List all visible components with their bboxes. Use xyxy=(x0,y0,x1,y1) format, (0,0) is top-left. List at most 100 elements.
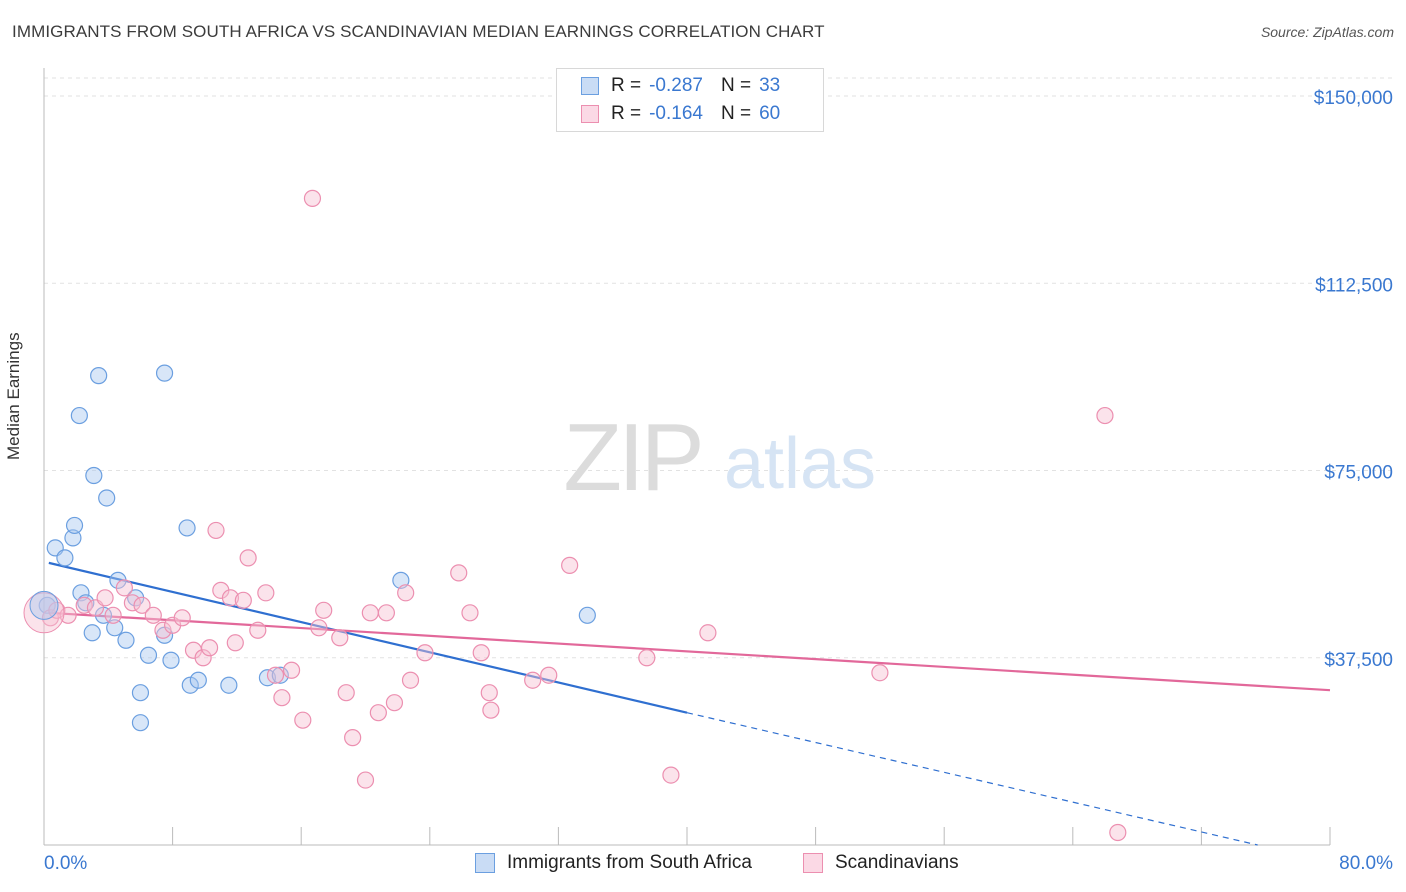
legend-swatch-pink xyxy=(803,853,823,873)
legend-n-value: 60 xyxy=(759,103,781,124)
point-scandinavian xyxy=(344,729,362,747)
point-south-africa xyxy=(85,466,103,485)
point-scandinavian xyxy=(282,661,301,679)
point-scandinavian xyxy=(23,592,65,634)
y-tick-label: $75,000 xyxy=(1324,463,1393,484)
point-south-africa xyxy=(220,676,238,694)
point-scandinavian xyxy=(369,704,387,722)
point-scandinavian xyxy=(273,689,291,707)
point-south-africa xyxy=(271,666,289,684)
point-scandinavian xyxy=(482,701,500,719)
point-south-africa xyxy=(578,606,596,624)
point-scandinavian xyxy=(257,584,275,602)
y-tick-label: $150,000 xyxy=(1314,88,1393,109)
point-scandinavian xyxy=(75,596,93,614)
point-south-africa xyxy=(131,714,150,732)
x-tick-label-min: 0.0% xyxy=(44,853,87,874)
source-credit: Source: ZipAtlas.com xyxy=(1260,24,1394,40)
axes xyxy=(43,68,1331,846)
point-scandinavian xyxy=(133,596,151,614)
point-scandinavian xyxy=(194,649,212,667)
point-scandinavian xyxy=(699,624,717,642)
point-scandinavian xyxy=(450,564,468,582)
stats-legend: R = -0.287 N = 33 R = -0.164 N = 60 xyxy=(556,68,824,132)
point-south-africa xyxy=(98,489,116,507)
point-scandinavian xyxy=(266,666,285,684)
point-south-africa xyxy=(29,590,59,620)
point-scandinavian xyxy=(361,604,379,622)
chart-title: IMMIGRANTS FROM SOUTH AFRICA VS SCANDINA… xyxy=(12,22,825,41)
legend-row-scandinavians: R = -0.164 N = 60 xyxy=(581,103,780,125)
point-scandinavian xyxy=(104,606,122,624)
legend-label-scandinavians: Scandinavians xyxy=(835,852,959,873)
x-tick-label-max: 80.0% xyxy=(1339,853,1393,874)
point-south-africa xyxy=(64,529,82,547)
point-south-africa xyxy=(90,367,108,385)
point-south-africa xyxy=(131,684,150,702)
trend-line-south-africa xyxy=(48,561,688,714)
point-scandinavian xyxy=(377,604,395,622)
point-scandinavian xyxy=(96,589,114,607)
legend-swatch-pink xyxy=(581,105,599,123)
point-scandinavian xyxy=(221,589,240,607)
point-scandinavian xyxy=(480,684,498,702)
point-scandinavian xyxy=(207,521,225,540)
point-scandinavian xyxy=(540,666,558,684)
legend-swatch-blue xyxy=(475,853,495,873)
point-scandinavian xyxy=(234,591,252,609)
point-south-africa xyxy=(83,624,101,642)
point-south-africa xyxy=(56,549,74,567)
point-scandinavian xyxy=(1096,406,1114,425)
gridlines xyxy=(44,77,1395,659)
point-scandinavian xyxy=(173,609,191,627)
watermark-zip: ZIP xyxy=(563,404,700,511)
point-scandinavian xyxy=(662,766,680,784)
point-scandinavian xyxy=(337,684,355,702)
point-scandinavian xyxy=(303,189,322,207)
y-tick-label: $37,500 xyxy=(1324,650,1393,671)
legend-n-value: 33 xyxy=(759,75,781,96)
point-scandinavian xyxy=(315,601,333,619)
watermark: ZIP atlas xyxy=(563,404,876,511)
point-scandinavian xyxy=(239,549,257,567)
point-south-africa xyxy=(178,519,196,537)
trend-lines xyxy=(48,561,1331,846)
point-scandinavian xyxy=(871,664,889,682)
point-scandinavian xyxy=(200,639,219,657)
point-south-africa xyxy=(117,631,135,649)
watermark-atlas: atlas xyxy=(724,424,876,504)
legend-r-label: R = xyxy=(611,103,642,124)
point-scandinavian xyxy=(416,644,434,662)
point-scandinavian xyxy=(356,771,375,789)
tick-labels: $37,500 $75,000 $112,500 $150,000 0.0% 80.0% xyxy=(44,88,1393,874)
point-scandinavian xyxy=(1109,823,1127,842)
point-south-africa xyxy=(139,646,158,664)
legend-n-label: N = xyxy=(720,75,752,96)
legend-label-south-africa: Immigrants from South Africa xyxy=(507,852,752,873)
point-scandinavian xyxy=(154,621,172,639)
legend-row-south-africa: R = -0.287 N = 33 xyxy=(581,75,780,97)
point-scandinavian xyxy=(561,556,579,574)
point-south-africa xyxy=(155,364,174,382)
legend-item-scandinavians: Scandinavians xyxy=(803,852,959,874)
point-scandinavian xyxy=(115,579,133,597)
point-scandinavian xyxy=(638,649,656,667)
point-south-africa xyxy=(189,671,207,689)
point-scandinavian xyxy=(385,694,404,712)
point-scandinavian xyxy=(524,671,542,689)
point-south-africa xyxy=(106,619,124,637)
point-south-africa xyxy=(65,516,84,535)
trend-line-scandinavians xyxy=(48,611,1331,692)
point-south-africa xyxy=(70,406,88,425)
point-scandinavian xyxy=(331,629,349,647)
point-scandinavian xyxy=(226,634,244,652)
trend-line-south-africa-extension xyxy=(686,712,1258,846)
legend-swatch-blue xyxy=(581,77,599,95)
point-scandinavian xyxy=(310,619,328,637)
point-scandinavian xyxy=(461,604,479,622)
point-scandinavian xyxy=(401,671,420,689)
legend-item-south-africa: Immigrants from South Africa xyxy=(475,852,752,874)
point-south-africa xyxy=(162,651,180,669)
point-scandinavian xyxy=(294,711,312,729)
